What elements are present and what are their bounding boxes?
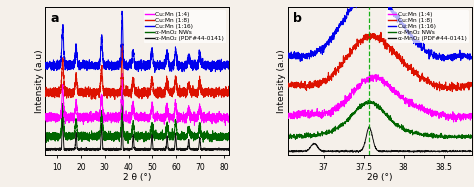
Text: b: b [293,12,302,25]
Legend: Cu:Mn (1:4), Cu:Mn (1:8), Cu:Mn (1:16), α-MnO₂ NWs, α-MnO₂ (PDF#44-0141): Cu:Mn (1:4), Cu:Mn (1:8), Cu:Mn (1:16), … [386,10,469,43]
Legend: Cu:Mn (1:4), Cu:Mn (1:8), Cu:Mn (1:16), α-MnO₂ NWs, α-MnO₂ (PDF#44-0141): Cu:Mn (1:4), Cu:Mn (1:8), Cu:Mn (1:16), … [144,10,226,43]
Text: a: a [51,12,59,25]
Y-axis label: Intensity (a.u): Intensity (a.u) [277,50,286,113]
X-axis label: 2 θ (°): 2 θ (°) [123,173,151,182]
Y-axis label: Intensity (a.u): Intensity (a.u) [35,50,44,113]
X-axis label: 2θ (°): 2θ (°) [367,173,392,182]
